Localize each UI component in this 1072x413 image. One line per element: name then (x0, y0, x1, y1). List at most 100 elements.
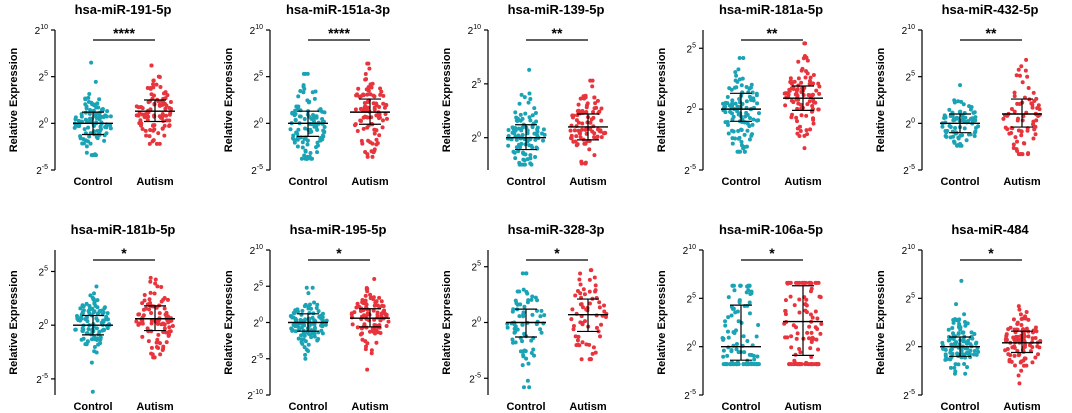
control-point (514, 137, 519, 142)
control-point (512, 326, 517, 331)
control-point (738, 283, 743, 288)
autism-point (801, 56, 806, 61)
control-point (293, 108, 298, 113)
control-point (731, 283, 736, 288)
autism-point (802, 146, 807, 151)
control-point (524, 271, 529, 276)
autism-point (368, 82, 373, 87)
autism-point (168, 111, 173, 116)
autism-point (154, 305, 159, 310)
control-point (528, 156, 533, 161)
autism-point (808, 346, 813, 351)
autism-point (811, 117, 816, 122)
autism-point (1012, 90, 1017, 95)
control-point (518, 118, 523, 123)
y-tick-base: 2 (687, 105, 693, 116)
autism-point (797, 346, 802, 351)
control-point (725, 329, 730, 334)
panel-title: hsa-miR-181b-5p (71, 222, 176, 237)
control-point (736, 350, 741, 355)
autism-points (1001, 57, 1042, 157)
autism-point (371, 295, 376, 300)
autism-point (1016, 304, 1021, 309)
control-point (319, 316, 324, 321)
control-point (726, 335, 731, 340)
autism-point (590, 129, 595, 134)
autism-point (1024, 310, 1029, 315)
autism-point (795, 331, 800, 336)
autism-point (1020, 152, 1025, 157)
autism-point (578, 96, 583, 101)
autism-point (1011, 317, 1016, 322)
control-point (301, 71, 306, 76)
panel-title: hsa-miR-195-5p (290, 222, 387, 237)
y-axis-label: Relative Expression (875, 270, 887, 375)
autism-point (1013, 363, 1018, 368)
y-tick-exp: -5 (690, 389, 696, 396)
y-tick-base: 2 (39, 321, 45, 332)
control-point (737, 56, 742, 60)
autism-point (380, 303, 385, 308)
autism-point (355, 128, 360, 133)
autism-point (1033, 355, 1038, 360)
control-point (729, 304, 734, 309)
control-point (744, 362, 749, 367)
control-point (319, 313, 324, 318)
autism-point (163, 96, 168, 101)
control-point (525, 300, 530, 305)
y-tick-base: 2 (35, 26, 41, 37)
control-point (721, 362, 726, 367)
autism-point (582, 96, 587, 101)
autism-point (807, 324, 812, 329)
autism-point (1018, 312, 1023, 317)
autism-point (792, 79, 797, 84)
autism-point (576, 334, 581, 339)
significance-label: * (769, 245, 775, 261)
autism-point (1017, 381, 1022, 386)
control-point (951, 139, 956, 144)
control-point (102, 133, 107, 138)
control-point (94, 316, 99, 321)
autism-point (599, 322, 604, 327)
control-point (736, 136, 741, 141)
y-tick-base: 2 (683, 246, 689, 257)
y-tick-label: 2-5 (469, 372, 481, 385)
control-point (526, 361, 531, 366)
control-point (511, 130, 516, 135)
control-point (747, 124, 752, 129)
y-tick-exp: 5 (259, 71, 263, 78)
autism-point (364, 77, 369, 82)
control-point (728, 362, 733, 367)
autism-point (1037, 107, 1042, 112)
control-point (533, 155, 538, 160)
control-point (530, 113, 535, 118)
autism-point (816, 81, 821, 86)
control-point (954, 143, 959, 148)
autism-point (147, 307, 152, 312)
control-point (526, 100, 531, 105)
control-point (92, 334, 97, 339)
panel-title: hsa-miR-484 (951, 222, 1029, 237)
autism-point (575, 142, 580, 147)
control-point (310, 90, 315, 95)
autism-point (372, 131, 377, 136)
autism-point (593, 101, 598, 106)
autism-point (793, 92, 798, 97)
control-point (733, 70, 738, 75)
y-tick-base: 2 (687, 343, 693, 354)
autism-point (797, 310, 802, 315)
autism-point (795, 119, 800, 124)
autism-point (140, 106, 145, 111)
autism-point (818, 331, 823, 336)
control-point (296, 94, 301, 99)
control-point (80, 141, 85, 146)
control-point (86, 327, 91, 332)
autism-point (365, 367, 370, 372)
autism-point (809, 286, 814, 291)
autism-point (597, 300, 602, 305)
autism-point (361, 92, 366, 97)
autism-point (373, 300, 378, 305)
autism-point (584, 110, 589, 115)
